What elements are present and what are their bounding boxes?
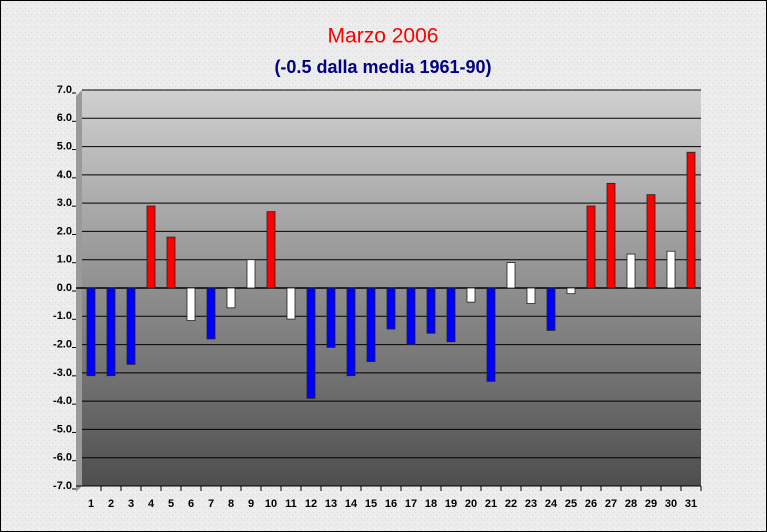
- x-tick-label: 13: [325, 498, 337, 510]
- bar: [146, 205, 156, 289]
- bar: [326, 287, 336, 348]
- x-tick-label: 14: [345, 498, 358, 510]
- x-tick-label: 12: [305, 498, 317, 510]
- x-tick-label: 24: [545, 498, 558, 510]
- y-tick-label: -2.0: [53, 338, 72, 350]
- bar: [626, 253, 636, 289]
- bar: [406, 287, 416, 345]
- y-tick-label: 2.0: [57, 225, 72, 237]
- bar: [666, 250, 676, 289]
- x-tick-label: 16: [385, 498, 397, 510]
- bar: [526, 287, 536, 304]
- x-tick-label: 25: [565, 498, 577, 510]
- y-tick-label: 3.0: [57, 197, 72, 209]
- bar: [126, 287, 136, 365]
- x-tick-label: 26: [585, 498, 597, 510]
- bar: [566, 287, 576, 295]
- bar: [346, 287, 356, 377]
- bar: [466, 287, 476, 303]
- bar: [246, 259, 256, 289]
- bar: [286, 287, 296, 320]
- x-tick-label: 21: [485, 498, 497, 510]
- chart-title: Marzo 2006: [328, 25, 439, 48]
- x-tick-label: 5: [168, 498, 174, 510]
- x-tick-label: 20: [465, 498, 477, 510]
- bar: [426, 287, 436, 334]
- y-tick-label: 1.0: [57, 254, 72, 266]
- y-tick-label: -4.0: [53, 395, 72, 407]
- bar: [166, 236, 176, 289]
- x-tick-label: 1: [88, 498, 94, 510]
- x-tick-label: 15: [365, 498, 377, 510]
- bar: [186, 287, 196, 321]
- x-tick-label: 10: [265, 498, 277, 510]
- bar: [606, 182, 616, 289]
- bar: [86, 287, 96, 377]
- bar: [206, 287, 216, 340]
- bar: [506, 262, 516, 289]
- y-tick-label: -5.0: [53, 423, 72, 435]
- x-tick-label: 9: [248, 498, 254, 510]
- y-tick-label: 5.0: [57, 140, 72, 152]
- y-tick-label: -7.0: [53, 480, 72, 492]
- x-tick-label: 8: [228, 498, 234, 510]
- bar: [366, 287, 376, 362]
- bar: [266, 211, 276, 289]
- y-tick-label: -1.0: [53, 310, 72, 322]
- x-tick-label: 31: [685, 498, 697, 510]
- y-tick-label: 6.0: [57, 112, 72, 124]
- x-tick-label: 28: [625, 498, 637, 510]
- bar: [546, 287, 556, 331]
- bar: [106, 287, 116, 377]
- bar: [226, 287, 236, 309]
- bar: [586, 205, 596, 289]
- bar: [386, 287, 396, 330]
- x-tick-label: 30: [665, 498, 677, 510]
- y-tick-label: -6.0: [53, 452, 72, 464]
- x-tick-label: 19: [445, 498, 457, 510]
- y-tick-label: -3.0: [53, 367, 72, 379]
- x-tick-label: 27: [605, 498, 617, 510]
- x-tick-label: 6: [188, 498, 194, 510]
- y-tick-label: 7.0: [57, 84, 72, 96]
- y-tick-label: 4.0: [57, 169, 72, 181]
- x-tick-label: 18: [425, 498, 437, 510]
- bar: [486, 287, 496, 382]
- chart-subtitle: (-0.5 dalla media 1961-90): [274, 57, 491, 77]
- x-tick-label: 3: [128, 498, 134, 510]
- x-tick-label: 23: [525, 498, 537, 510]
- x-tick-label: 7: [208, 498, 214, 510]
- x-tick-label: 4: [148, 498, 155, 510]
- bar: [306, 287, 316, 399]
- x-tick-label: 2: [108, 498, 114, 510]
- y-tick-label: 0.0: [57, 282, 72, 294]
- bar: [646, 194, 656, 289]
- bar: [446, 287, 456, 343]
- x-tick-label: 22: [505, 498, 517, 510]
- x-tick-label: 29: [645, 498, 657, 510]
- x-tick-label: 17: [405, 498, 417, 510]
- axis-wall: [76, 90, 82, 492]
- bar: [686, 151, 696, 289]
- x-tick-label: 11: [285, 498, 297, 510]
